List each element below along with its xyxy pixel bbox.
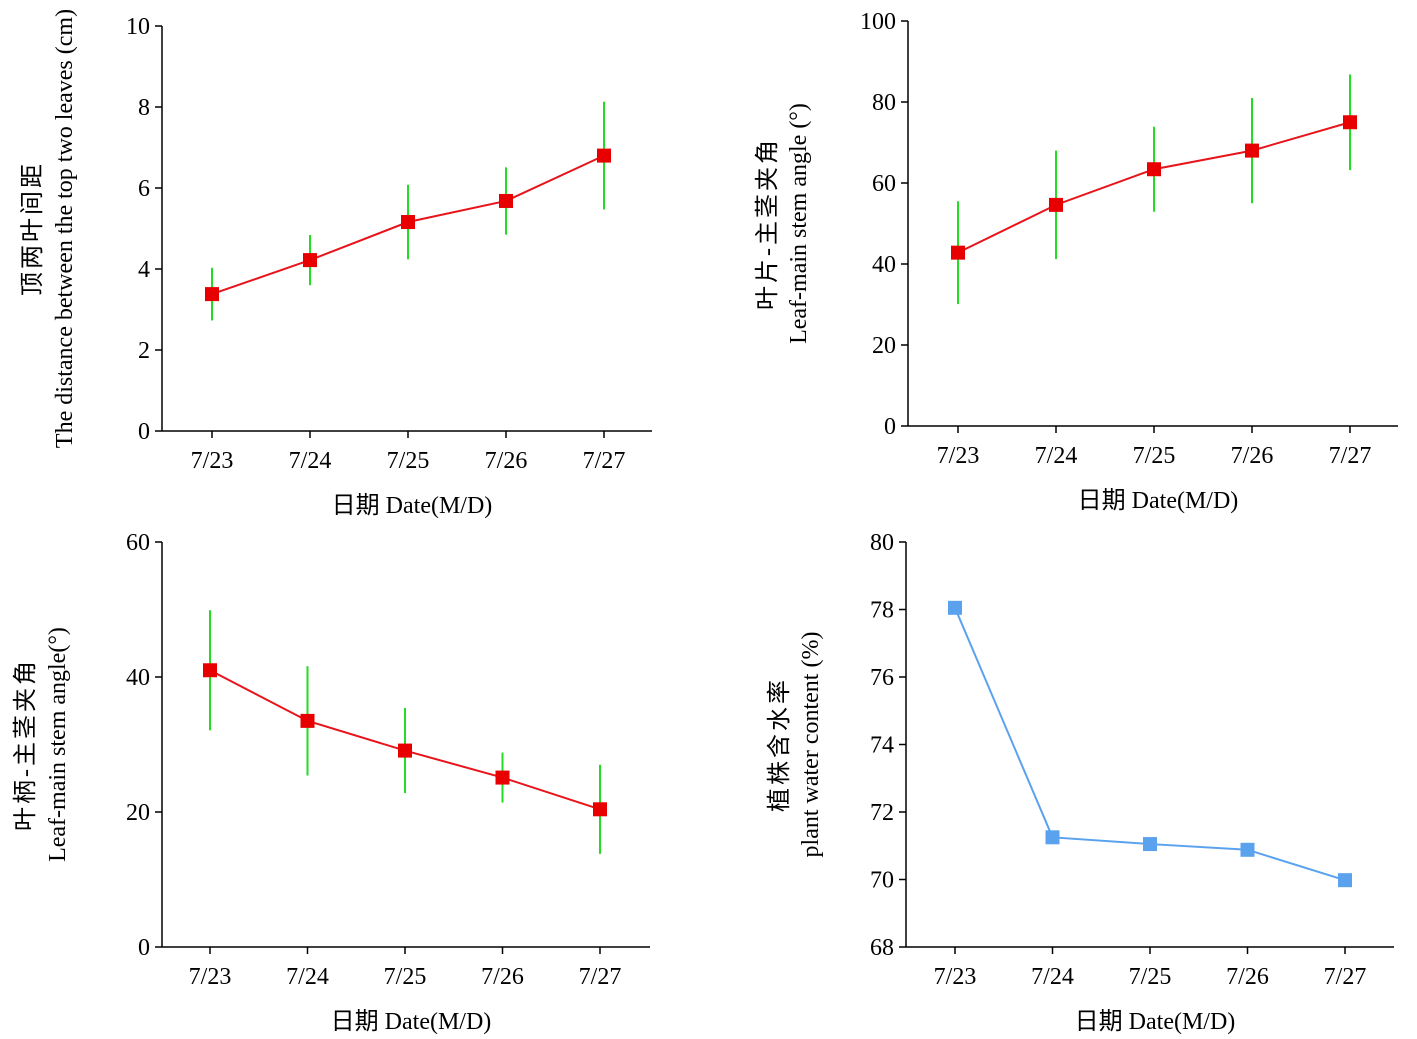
data-point-marker <box>1343 115 1357 130</box>
data-point-marker <box>203 663 217 678</box>
data-point-marker <box>1143 837 1157 852</box>
y-tick-label: 6 <box>138 176 150 202</box>
data-point-marker <box>948 600 962 615</box>
data-point-marker <box>1338 873 1352 888</box>
data-point-marker <box>1147 162 1161 177</box>
data-point-marker <box>495 770 510 785</box>
data-point-marker <box>205 287 219 302</box>
data-point-marker <box>1045 830 1060 845</box>
y-tick-label: 40 <box>126 665 150 691</box>
x-tick-label: 7/23 <box>937 443 980 469</box>
y-axis-title-chinese: 叶片-主茎夹角 <box>754 137 781 310</box>
x-tick-label: 7/25 <box>384 964 427 990</box>
y-axis-title-chinese: 顶两叶间距 <box>19 161 46 296</box>
x-tick-label: 7/25 <box>387 448 430 474</box>
y-tick-label: 60 <box>872 171 896 197</box>
x-tick-label: 7/23 <box>934 964 977 990</box>
x-axis-title: 日期 Date(M/D) <box>331 1009 492 1035</box>
x-tick-label: 7/27 <box>1329 443 1372 469</box>
chart-panel-4: 68 70 72 74 76 78 80 7/23 7/24 7/25 7/26 7/27 日期 Dat… <box>766 530 1394 1035</box>
x-tick-label: 7/25 <box>1129 964 1172 990</box>
y-tick-label: 4 <box>138 257 150 283</box>
x-axis-title: 日期 Date(M/D) <box>332 493 493 519</box>
x-tick-label: 7/23 <box>189 964 232 990</box>
data-point-marker <box>1240 842 1255 857</box>
y-tick-label: 2 <box>138 338 150 364</box>
x-tick-label: 7/26 <box>485 448 528 474</box>
y-tick-label: 78 <box>870 598 894 624</box>
x-tick-label: 7/27 <box>583 448 626 474</box>
y-tick-label: 0 <box>138 935 150 961</box>
y-axis-title-english: Leaf-main stem angle(°) <box>45 627 71 862</box>
chart-panel-2: 0 20 40 60 80 100 7/23 7/24 7/25 7/26 7/27 日期 Date(… <box>754 9 1398 514</box>
y-tick-label: 20 <box>872 333 896 359</box>
data-point-marker <box>593 802 607 817</box>
y-axis-title-english: The distance between the top two leaves … <box>52 9 78 448</box>
y-tick-label: 72 <box>870 800 894 826</box>
y-tick-label: 20 <box>126 800 150 826</box>
y-tick-label: 74 <box>870 733 894 759</box>
x-tick-label: 7/24 <box>1031 964 1074 990</box>
x-tick-label: 7/24 <box>289 448 332 474</box>
chart-panel-3: 0 20 40 60 7/23 7/24 7/25 7/26 7/27 日期 Date(M/D) 叶… <box>12 530 650 1035</box>
x-tick-label: 7/24 <box>1035 443 1078 469</box>
data-point-marker <box>597 148 611 163</box>
x-tick-label: 7/26 <box>1226 964 1269 990</box>
data-point-marker <box>499 193 513 208</box>
y-tick-label: 40 <box>872 252 896 278</box>
data-point-marker <box>303 253 317 268</box>
data-point-marker <box>300 713 315 728</box>
x-tick-label: 7/25 <box>1133 443 1176 469</box>
chart-panel-1: 0 2 4 6 8 10 7/23 7/24 7/25 7/26 7/27 日期 Date(M/D) 顶… <box>19 9 652 519</box>
y-tick-label: 8 <box>138 95 150 121</box>
y-axis-title-chinese: 植株含水率 <box>766 677 793 812</box>
y-tick-label: 0 <box>884 414 896 440</box>
y-axis-title-english: plant water content (%) <box>798 632 824 858</box>
y-axis-title-english: Leaf-main stem angle (°) <box>786 103 812 344</box>
y-tick-label: 68 <box>870 935 894 961</box>
y-tick-label: 60 <box>126 530 150 556</box>
y-tick-label: 80 <box>870 530 894 556</box>
y-tick-label: 10 <box>126 14 150 40</box>
x-tick-label: 7/24 <box>286 964 329 990</box>
data-point-marker <box>951 245 965 260</box>
x-tick-label: 7/26 <box>481 964 524 990</box>
data-point-marker <box>398 743 412 758</box>
x-tick-label: 7/27 <box>1324 964 1367 990</box>
y-tick-label: 80 <box>872 90 896 116</box>
y-tick-label: 0 <box>138 419 150 445</box>
data-point-marker <box>1049 197 1063 212</box>
x-tick-label: 7/27 <box>579 964 622 990</box>
y-tick-label: 70 <box>870 868 894 894</box>
y-tick-label: 76 <box>870 665 894 691</box>
x-tick-label: 7/26 <box>1231 443 1274 469</box>
data-point-marker <box>401 215 415 230</box>
x-axis-title: 日期 Date(M/D) <box>1075 1009 1236 1035</box>
data-point-marker <box>1245 143 1259 158</box>
x-axis-title: 日期 Date(M/D) <box>1078 488 1239 514</box>
y-tick-label: 100 <box>860 9 896 35</box>
x-tick-label: 7/23 <box>191 448 234 474</box>
y-axis-title-chinese: 叶柄-主茎夹角 <box>12 658 39 831</box>
